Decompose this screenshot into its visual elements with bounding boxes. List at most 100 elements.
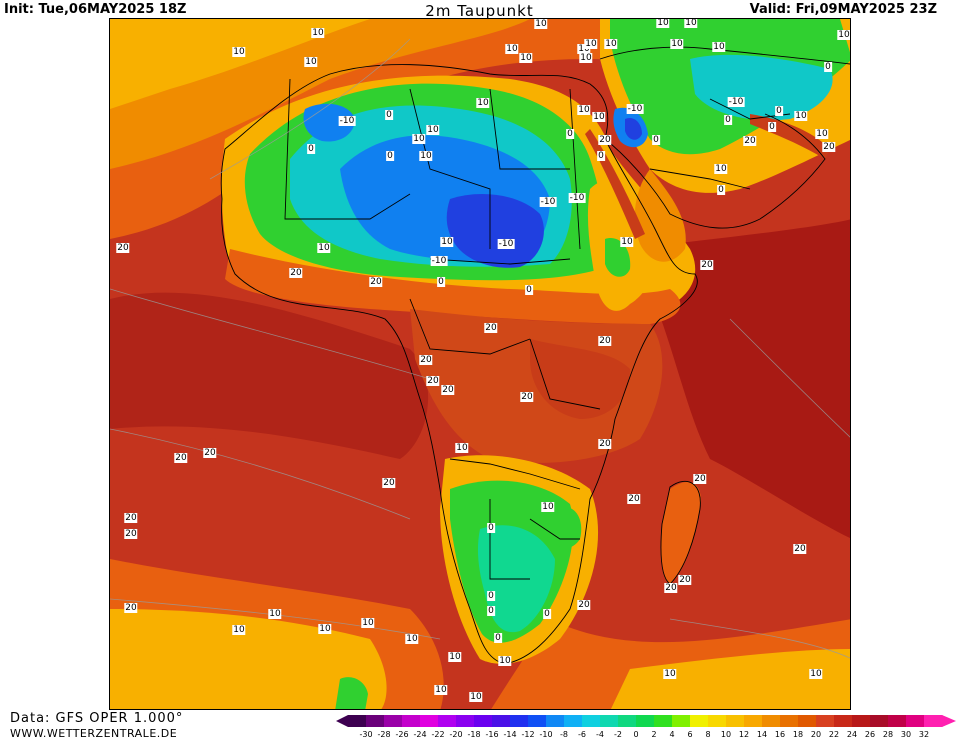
contour-label: 20 <box>598 135 612 145</box>
contour-label: 0 <box>487 591 495 601</box>
contour-label: 10 <box>670 39 684 49</box>
contour-label: 10 <box>469 692 483 702</box>
scale-swatch <box>654 715 673 727</box>
contour-label: 10 <box>592 112 606 122</box>
data-source: Data: GFS OPER 1.000° <box>10 711 184 726</box>
scale-swatch <box>690 715 709 727</box>
contour-label: -10 <box>727 97 745 107</box>
contour-label: 0 <box>652 135 660 145</box>
contour-label: 10 <box>714 164 728 174</box>
scale-swatch <box>834 715 853 727</box>
contour-label: 10 <box>455 443 469 453</box>
contour-label: 10 <box>809 669 823 679</box>
contour-label: 10 <box>434 685 448 695</box>
scale-swatch <box>528 715 547 727</box>
scale-tick-label: 16 <box>774 730 786 739</box>
contour-label: 0 <box>307 144 315 154</box>
scale-tick-label: -12 <box>521 730 535 739</box>
contour-label: -10 <box>626 104 644 114</box>
contour-label: 10 <box>476 98 490 108</box>
scale-tick-label: 30 <box>900 730 912 739</box>
scale-tick-label: 12 <box>738 730 750 739</box>
website-credit: WWW.WETTERZENTRALE.DE <box>10 727 178 740</box>
scale-swatch <box>816 715 835 727</box>
contour-label: 10 <box>712 42 726 52</box>
contour-label: 20 <box>664 583 678 593</box>
scale-tick-label: -30 <box>359 730 373 739</box>
scale-tick-label: 28 <box>882 730 894 739</box>
contour-label: 20 <box>700 260 714 270</box>
scale-tick-label: -22 <box>431 730 445 739</box>
scale-tick-label: 0 <box>633 730 639 739</box>
contour-label: 20 <box>174 453 188 463</box>
contour-label: 10 <box>317 243 331 253</box>
contour-label: 10 <box>579 53 593 63</box>
contour-label: 10 <box>577 44 591 54</box>
scale-tick-label: -4 <box>596 730 604 739</box>
contour-label: 20 <box>678 575 692 585</box>
contour-label: -10 <box>539 197 557 207</box>
scale-swatch <box>474 715 493 727</box>
scale-tick-label: -20 <box>449 730 463 739</box>
scale-tick-label: -8 <box>560 730 568 739</box>
contour-label: 20 <box>822 142 836 152</box>
contour-label: 10 <box>577 105 591 115</box>
init-time: Init: Tue,06MAY2025 18Z <box>4 2 187 17</box>
scale-tick-label: 10 <box>720 730 732 739</box>
scale-swatch <box>366 715 385 727</box>
contour-label: 20 <box>520 392 534 402</box>
scale-swatch <box>780 715 799 727</box>
contour-label: 10 <box>505 44 519 54</box>
scale-swatch <box>600 715 619 727</box>
contour-label: 20 <box>116 243 130 253</box>
scale-swatch <box>438 715 457 727</box>
contour-label: 10 <box>318 624 332 634</box>
contour-label: 10 <box>794 111 808 121</box>
scale-tick-label: -24 <box>413 730 427 739</box>
contour-label: 0 <box>385 110 393 120</box>
contour-label: 0 <box>724 115 732 125</box>
scale-tick-label: 4 <box>669 730 675 739</box>
contour-label: -10 <box>568 193 586 203</box>
contour-label: 10 <box>419 151 433 161</box>
contour-label: 10 <box>541 502 555 512</box>
contour-label: 10 <box>620 237 634 247</box>
scale-swatch <box>672 715 691 727</box>
scale-swatch <box>582 715 601 727</box>
contour-label: -10 <box>338 116 356 126</box>
scale-tick-label: -26 <box>395 730 409 739</box>
scale-swatch <box>870 715 889 727</box>
scale-swatch <box>546 715 565 727</box>
scale-tick-label: 20 <box>810 730 822 739</box>
scale-tick-label: -28 <box>377 730 391 739</box>
contour-label: 20 <box>598 439 612 449</box>
contour-label: 10 <box>519 53 533 63</box>
scale-tick-label: -16 <box>485 730 499 739</box>
contour-label: 10 <box>268 609 282 619</box>
scale-swatch <box>744 715 763 727</box>
scale-swatch <box>852 715 871 727</box>
scale-tick-label: -14 <box>503 730 517 739</box>
contour-label: 20 <box>627 494 641 504</box>
contour-label: 0 <box>487 523 495 533</box>
contour-label: 20 <box>484 323 498 333</box>
contour-label: 0 <box>494 633 502 643</box>
scale-swatch <box>708 715 727 727</box>
scale-swatch <box>510 715 529 727</box>
scale-swatch <box>924 715 943 727</box>
contour-label: 20 <box>598 336 612 346</box>
scale-swatch <box>492 715 511 727</box>
scale-swatch <box>636 715 655 727</box>
contour-label: 10 <box>656 18 670 28</box>
scale-tick-label: 22 <box>828 730 840 739</box>
contour-label: 0 <box>775 106 783 116</box>
chart-title: 2m Taupunkt <box>425 2 534 20</box>
contour-label: 20 <box>382 478 396 488</box>
contour-label: 10 <box>405 634 419 644</box>
contour-label: 10 <box>448 652 462 662</box>
scale-swatch <box>726 715 745 727</box>
map-field <box>110 19 850 709</box>
dewpoint-map: 10 10 10 10 10 10 10 10 10 10 10 10 10 10 0 10 10 -10 0 10 1… <box>109 18 851 710</box>
scale-swatch <box>762 715 781 727</box>
contour-label: 10 <box>498 656 512 666</box>
